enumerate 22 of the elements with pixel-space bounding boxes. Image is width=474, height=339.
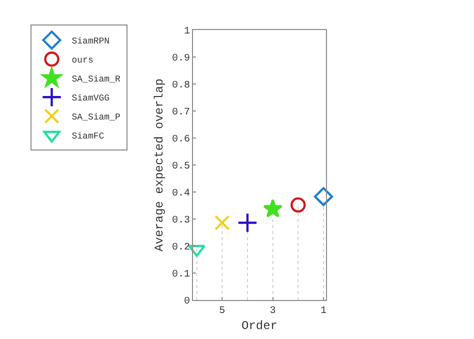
y-tick-label: 0.7: [172, 108, 190, 118]
legend-label: SA_Siam_R: [72, 74, 121, 85]
legend-label: SiamFC: [72, 132, 105, 142]
x-tick-label: 3: [270, 306, 276, 317]
x-axis-title: Order: [241, 318, 278, 333]
x-tick-label: 5: [219, 306, 226, 317]
legend-label: ours: [72, 56, 94, 66]
y-tick-label: 0.8: [172, 80, 190, 92]
x-tick-label: 1: [320, 306, 326, 317]
legend-label: SiamRPN: [72, 36, 110, 47]
y-tick-label: 0.9: [172, 54, 190, 64]
y-tick-label: 0.4: [172, 188, 190, 200]
legend-label: SA_Siam_P: [72, 112, 120, 123]
y-tick-label: 1: [184, 26, 190, 38]
legend-label: SiamVGG: [72, 94, 110, 104]
y-tick-label: 0.2: [172, 242, 190, 254]
y-tick-label: 0.5: [172, 162, 190, 172]
y-tick-label: 0: [184, 296, 190, 308]
y-tick-label: 0.6: [172, 134, 190, 146]
y-tick-label: 0.1: [172, 270, 190, 280]
y-axis-title: Average expected overlap: [152, 78, 166, 252]
y-tick-label: 0.3: [172, 216, 190, 226]
